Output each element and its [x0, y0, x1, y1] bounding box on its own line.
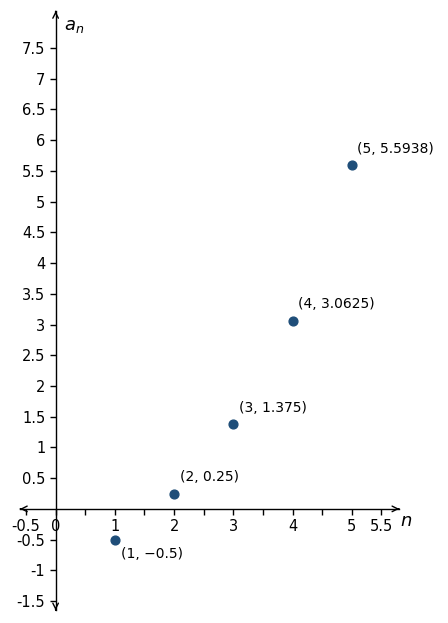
Point	[171, 488, 178, 498]
Point	[289, 316, 296, 326]
Text: $a_n$: $a_n$	[65, 17, 85, 36]
Text: (1, −0.5): (1, −0.5)	[121, 547, 183, 561]
Point	[111, 535, 118, 545]
Text: (3, 1.375): (3, 1.375)	[239, 401, 307, 415]
Text: (2, 0.25): (2, 0.25)	[180, 470, 239, 484]
Point	[348, 160, 355, 170]
Point	[230, 419, 237, 429]
Text: (4, 3.0625): (4, 3.0625)	[298, 297, 375, 312]
Text: (5, 5.5938): (5, 5.5938)	[357, 142, 433, 156]
Text: n: n	[401, 512, 412, 530]
